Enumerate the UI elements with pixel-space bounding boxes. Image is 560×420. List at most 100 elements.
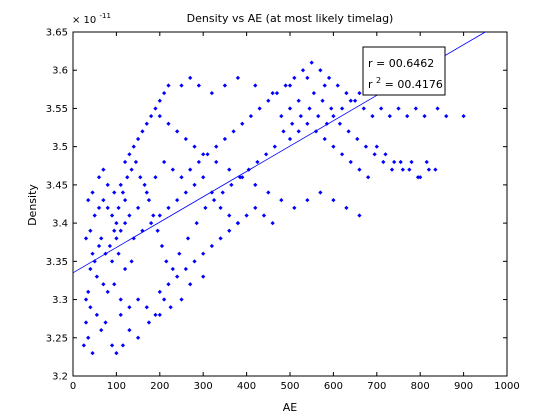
scatter-point [424, 159, 429, 165]
scatter-point [129, 167, 134, 172]
scatter-point [344, 205, 349, 210]
scatter-point [122, 198, 128, 203]
scatter-point [179, 175, 184, 180]
scatter-point [90, 251, 95, 256]
scatter-point [105, 182, 110, 188]
scatter-point [135, 297, 141, 302]
scatter-point [192, 144, 197, 149]
r-squared-value: = 00.4176 [385, 78, 443, 91]
scatter-point [253, 205, 258, 210]
scatter-point [112, 228, 117, 233]
scatter-point [188, 75, 193, 80]
scatter-point [105, 205, 110, 210]
scatter-point [346, 129, 351, 134]
x-axis-label: AE [283, 401, 298, 414]
scatter-point [240, 121, 245, 126]
scatter-point [135, 136, 141, 142]
scatter-point [107, 243, 113, 249]
scatter-point [127, 328, 132, 333]
chart-title: Density vs AE (at most likely timelag) [187, 12, 394, 25]
scatter-point [157, 289, 162, 295]
scatter-point [235, 75, 241, 80]
scatter-point [270, 220, 275, 226]
x-tick-label: 400 [237, 381, 256, 392]
scatter-point [179, 83, 184, 88]
scatter-point [131, 236, 136, 241]
scatter-point [322, 136, 327, 142]
scatter-point [162, 91, 167, 96]
y-tick-label: 3.5 [52, 142, 68, 153]
scatter-point [168, 305, 173, 310]
scatter-point [264, 152, 269, 157]
scatter-point [339, 152, 345, 157]
scatter-point [211, 198, 217, 203]
scatter-point [209, 243, 215, 249]
scatter-point [116, 205, 121, 210]
y-tick-label: 3.4 [52, 219, 68, 230]
scatter-point [86, 198, 91, 203]
scatter-point [201, 274, 206, 279]
scatter-point [118, 182, 123, 188]
scatter-point [153, 312, 158, 317]
scatter-point [159, 243, 165, 249]
scatter-point [157, 113, 162, 119]
scatter-point [287, 136, 293, 142]
scatter-point [255, 159, 260, 165]
scatter-point [175, 274, 180, 279]
scatter-point [214, 159, 219, 165]
scatter-point [272, 144, 277, 149]
scatter-point [153, 106, 158, 111]
scatter-point [398, 159, 403, 165]
scatter-point [148, 113, 154, 119]
scatter-point [146, 320, 152, 325]
scatter-point [101, 167, 106, 172]
scatter-point [155, 228, 160, 233]
x-tick-label: 100 [107, 381, 126, 392]
y-axis-ticks: 3.2 3.25 3.3 3.35 3.4 3.45 3.5 3.55 3.6 3.65 [46, 28, 507, 383]
scatter-point [114, 220, 119, 226]
scatter-point [244, 213, 249, 218]
scatter-point [201, 152, 206, 157]
scatter-point [90, 190, 95, 195]
scatter-point [101, 198, 106, 203]
scatter-point [170, 266, 175, 272]
scatter-point [122, 220, 128, 226]
x-tick-label: 600 [324, 381, 343, 392]
scatter-point [151, 213, 156, 218]
scatter-point [205, 152, 210, 157]
x-axis-ticks: 0 100 200 300 400 500 600 700 800 900 1000 [70, 32, 520, 392]
scatter-point [175, 198, 180, 203]
scatter-point [135, 205, 141, 210]
scatter-point [222, 83, 228, 88]
scatter-point [433, 167, 438, 172]
scatter-point [266, 190, 271, 195]
scatter-point [114, 236, 119, 241]
scatter-point [127, 305, 132, 310]
scatter-point [129, 259, 134, 264]
scatter-point [185, 236, 191, 241]
scatter-point [192, 182, 197, 188]
scatter-point [374, 144, 379, 149]
scatter-point [131, 144, 136, 149]
scatter-point [357, 213, 362, 218]
scatter-point [96, 243, 102, 249]
scatter-point [179, 297, 184, 302]
scatter-point [157, 312, 162, 317]
scatter-point [92, 213, 97, 218]
r-squared-power: 2 [376, 76, 381, 85]
scatter-point [203, 205, 208, 210]
scatter-point [418, 175, 423, 180]
scatter-point [220, 190, 225, 195]
scatter-point [162, 297, 167, 302]
scatter-point [127, 152, 132, 157]
scatter-point [248, 113, 254, 119]
scatter-point [144, 121, 149, 126]
scatter-point [235, 220, 241, 226]
scatter-point [227, 213, 232, 218]
x-tick-label: 500 [280, 381, 299, 392]
scatter-point [227, 167, 232, 172]
y-tick-label: 3.45 [46, 180, 68, 191]
scatter-point [292, 205, 297, 210]
scatter-point [218, 236, 223, 241]
y-tick-label: 3.2 [52, 372, 68, 383]
